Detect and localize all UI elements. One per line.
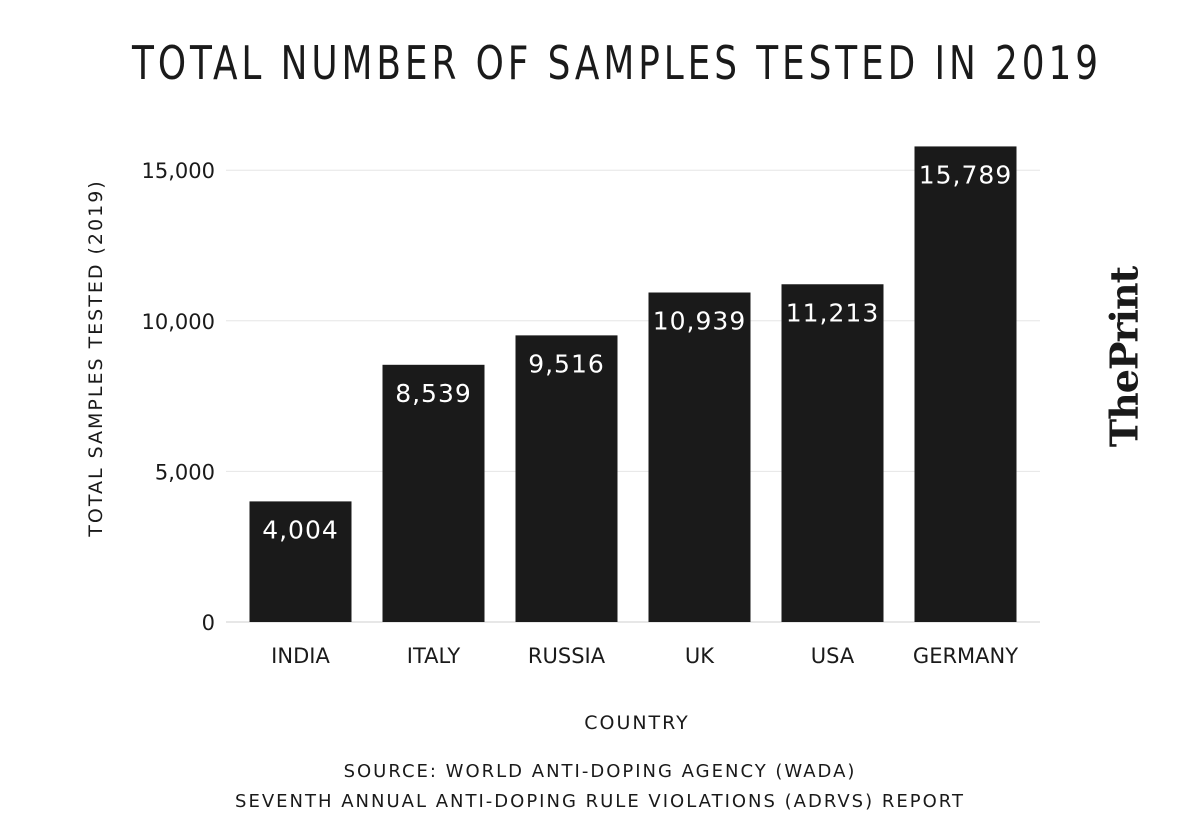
x-tick-label: RUSSIA — [528, 644, 606, 668]
source-line-1: SOURCE: WORLD ANTI-DOPING AGENCY (WADA) — [343, 761, 857, 782]
chart-title: TOTAL NUMBER OF SAMPLES TESTED IN 2019 — [132, 36, 1102, 90]
x-axis-ticks: INDIA ITALY RUSSIA UK USA GERMANY — [271, 644, 1018, 668]
bar-india — [249, 501, 352, 622]
bar-usa — [781, 284, 884, 622]
y-tick-label: 10,000 — [142, 310, 215, 334]
bar-value-label: 9,516 — [528, 349, 605, 378]
y-axis-title: TOTAL SAMPLES TESTED (2019) — [85, 179, 107, 537]
bar-italy — [382, 364, 485, 622]
bars: 4,004 8,539 9,516 10,939 11,213 15,789 — [249, 146, 1017, 622]
y-axis-ticks: 0 5,000 10,000 15,000 — [142, 159, 215, 635]
bar-value-label: 8,539 — [395, 379, 472, 408]
x-tick-label: UK — [685, 644, 715, 668]
bar-russia — [515, 335, 618, 622]
source-line-2: SEVENTH ANNUAL ANTI-DOPING RULE VIOLATIO… — [235, 791, 965, 812]
bar-value-label: 4,004 — [262, 515, 339, 544]
x-tick-label: GERMANY — [913, 644, 1018, 668]
bar-germany — [914, 146, 1017, 622]
bar-value-label: 15,789 — [919, 160, 1012, 189]
x-tick-label: USA — [811, 644, 855, 668]
y-tick-label: 5,000 — [155, 460, 215, 484]
gridlines — [226, 169, 1040, 623]
x-axis-title: COUNTRY — [584, 712, 690, 734]
brand-logo: ThePrint — [1101, 266, 1147, 448]
y-tick-label: 0 — [202, 611, 215, 635]
x-tick-label: ITALY — [407, 644, 461, 668]
y-tick-label: 15,000 — [142, 159, 215, 183]
bar-uk — [648, 292, 751, 622]
bar-value-label: 10,939 — [653, 307, 746, 336]
x-tick-label: INDIA — [271, 644, 330, 668]
bar-value-label: 11,213 — [786, 298, 879, 327]
